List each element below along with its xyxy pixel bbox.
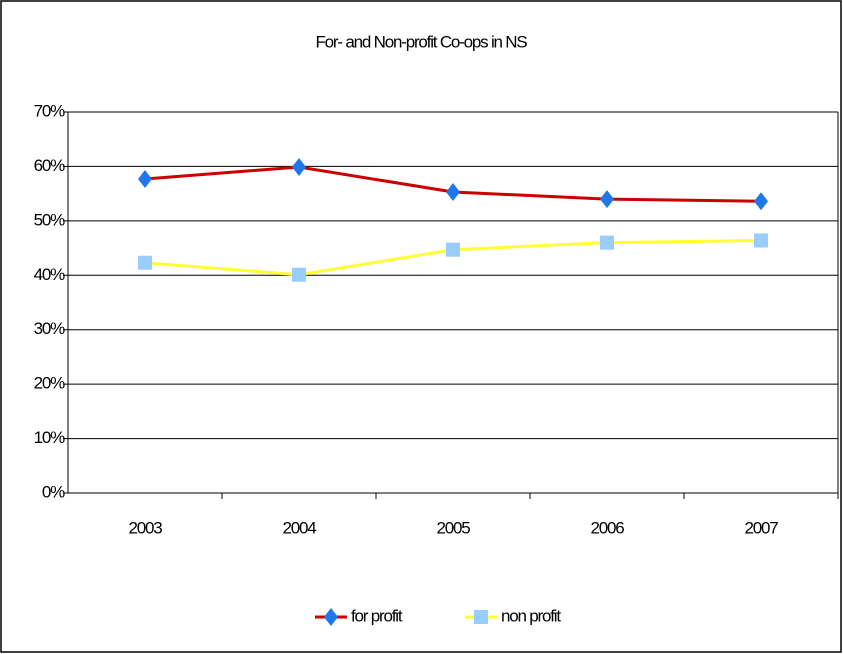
marker bbox=[138, 169, 152, 188]
legend-label: for profit bbox=[351, 606, 403, 625]
x-tick-label: 2005 bbox=[436, 518, 470, 537]
y-tick-label: 40% bbox=[34, 265, 66, 284]
legend-label: non profit bbox=[501, 606, 561, 625]
y-tick-label: 0% bbox=[42, 482, 65, 501]
chart-title: For- and Non-profit Co-ops in NS bbox=[315, 32, 527, 51]
x-tick-label: 2007 bbox=[744, 518, 778, 537]
x-tick-label: 2003 bbox=[128, 518, 162, 537]
marker bbox=[292, 267, 306, 282]
x-tick-label: 2004 bbox=[282, 518, 316, 537]
legend-marker bbox=[474, 610, 488, 624]
x-tick-label: 2006 bbox=[590, 518, 624, 537]
y-tick-label: 10% bbox=[34, 428, 66, 447]
y-tick-label: 70% bbox=[34, 101, 66, 120]
marker bbox=[446, 242, 460, 257]
marker bbox=[292, 157, 306, 176]
y-tick-label: 60% bbox=[34, 156, 66, 175]
marker bbox=[754, 233, 768, 248]
y-tick-label: 20% bbox=[34, 374, 66, 393]
marker bbox=[446, 183, 460, 202]
y-tick-label: 50% bbox=[34, 210, 66, 229]
y-tick-label: 30% bbox=[34, 319, 66, 338]
marker bbox=[138, 255, 152, 270]
marker bbox=[754, 192, 768, 211]
marker bbox=[600, 190, 614, 209]
legend-marker bbox=[324, 608, 338, 626]
marker bbox=[600, 235, 614, 250]
